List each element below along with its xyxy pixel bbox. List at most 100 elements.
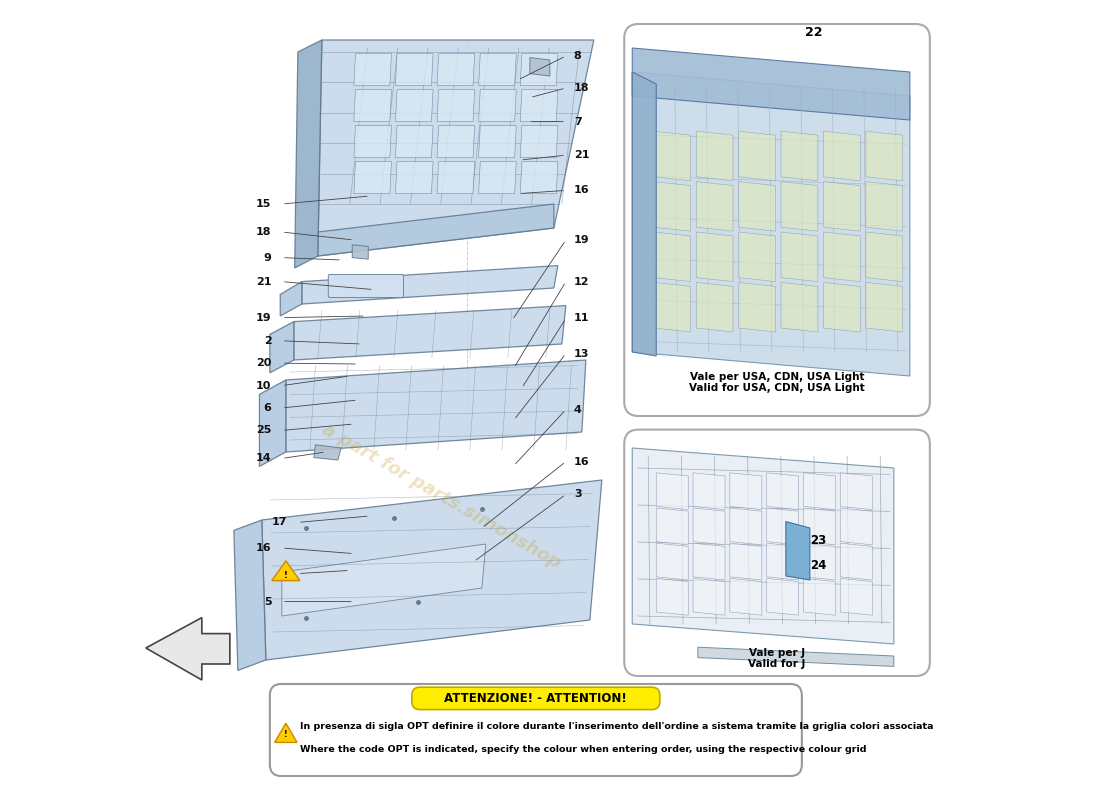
Polygon shape — [693, 473, 725, 510]
FancyBboxPatch shape — [625, 24, 930, 416]
Polygon shape — [520, 54, 558, 86]
Text: 21: 21 — [256, 277, 272, 286]
Text: 2: 2 — [264, 336, 272, 346]
Polygon shape — [396, 54, 433, 86]
Text: 8: 8 — [574, 51, 582, 61]
Polygon shape — [730, 508, 762, 545]
Polygon shape — [301, 266, 558, 304]
Polygon shape — [840, 473, 872, 510]
Polygon shape — [396, 90, 433, 122]
Polygon shape — [824, 282, 860, 332]
Polygon shape — [282, 544, 486, 616]
Text: 11: 11 — [574, 314, 590, 323]
Polygon shape — [767, 508, 799, 545]
Polygon shape — [146, 618, 230, 680]
Polygon shape — [280, 282, 301, 316]
Polygon shape — [657, 473, 689, 510]
Polygon shape — [824, 232, 860, 282]
Polygon shape — [286, 360, 586, 452]
Polygon shape — [696, 182, 733, 231]
Polygon shape — [354, 54, 392, 86]
Text: 20: 20 — [256, 358, 272, 368]
Polygon shape — [781, 182, 818, 231]
Polygon shape — [840, 508, 872, 545]
Text: 9: 9 — [264, 253, 272, 262]
Polygon shape — [693, 508, 725, 545]
Text: !: ! — [284, 730, 288, 739]
Text: 19: 19 — [574, 235, 590, 245]
Polygon shape — [657, 578, 689, 615]
Polygon shape — [260, 380, 286, 466]
Polygon shape — [294, 306, 565, 360]
Polygon shape — [730, 578, 762, 615]
Text: 21: 21 — [574, 150, 590, 160]
Text: 16: 16 — [256, 543, 272, 553]
Polygon shape — [270, 322, 294, 373]
Text: 5: 5 — [264, 597, 272, 606]
Polygon shape — [632, 72, 657, 356]
Polygon shape — [866, 182, 903, 231]
Polygon shape — [767, 543, 799, 580]
Polygon shape — [696, 131, 733, 181]
Polygon shape — [785, 522, 810, 580]
Text: ATTENZIONE! - ATTENTION!: ATTENZIONE! - ATTENTION! — [444, 692, 627, 705]
Text: 3: 3 — [574, 490, 582, 499]
Polygon shape — [354, 162, 392, 194]
Polygon shape — [632, 72, 910, 376]
Text: a part for parts.simonshop: a part for parts.simonshop — [319, 420, 564, 572]
Polygon shape — [803, 508, 836, 545]
Text: Where the code OPT is indicated, specify the colour when entering order, using t: Where the code OPT is indicated, specify… — [300, 745, 867, 754]
Polygon shape — [739, 182, 776, 231]
Text: 15: 15 — [256, 199, 272, 209]
FancyBboxPatch shape — [625, 430, 930, 676]
Text: !: ! — [284, 570, 288, 580]
Polygon shape — [697, 647, 894, 666]
Text: 12: 12 — [574, 277, 590, 286]
Polygon shape — [318, 40, 594, 256]
Text: Vale per J
Valid for J: Vale per J Valid for J — [748, 648, 805, 669]
Polygon shape — [781, 282, 818, 332]
Polygon shape — [437, 90, 475, 122]
Polygon shape — [396, 162, 433, 194]
Polygon shape — [739, 282, 776, 332]
Polygon shape — [520, 162, 558, 194]
Polygon shape — [840, 543, 872, 580]
Polygon shape — [866, 131, 903, 181]
Text: 16: 16 — [574, 186, 590, 195]
Text: 7: 7 — [574, 117, 582, 126]
Text: 16: 16 — [574, 457, 590, 466]
Text: 18: 18 — [574, 83, 590, 93]
Polygon shape — [318, 204, 554, 256]
Polygon shape — [767, 578, 799, 615]
Polygon shape — [354, 126, 392, 158]
Text: 10: 10 — [256, 381, 272, 390]
Polygon shape — [739, 232, 776, 282]
Polygon shape — [803, 543, 836, 580]
Polygon shape — [696, 282, 733, 332]
Text: 13: 13 — [574, 349, 590, 358]
Polygon shape — [653, 232, 691, 282]
Polygon shape — [295, 40, 322, 268]
Polygon shape — [653, 282, 691, 332]
FancyBboxPatch shape — [328, 274, 404, 298]
Polygon shape — [234, 520, 266, 670]
Polygon shape — [693, 543, 725, 580]
Polygon shape — [478, 54, 516, 86]
Polygon shape — [314, 445, 341, 460]
Text: 6: 6 — [264, 403, 272, 413]
Polygon shape — [352, 245, 368, 259]
Polygon shape — [866, 282, 903, 332]
Polygon shape — [781, 232, 818, 282]
Text: 23: 23 — [810, 534, 826, 546]
Text: 4: 4 — [574, 405, 582, 414]
Polygon shape — [530, 58, 550, 76]
Polygon shape — [866, 232, 903, 282]
Polygon shape — [520, 90, 558, 122]
Polygon shape — [767, 473, 799, 510]
FancyBboxPatch shape — [270, 684, 802, 776]
Text: 24: 24 — [810, 559, 826, 572]
Text: In presenza di sigla OPT definire il colore durante l'inserimento dell'ordine a : In presenza di sigla OPT definire il col… — [300, 722, 934, 731]
Polygon shape — [803, 473, 836, 510]
Text: Vale per USA, CDN, USA Light
Valid for USA, CDN, USA Light: Vale per USA, CDN, USA Light Valid for U… — [690, 371, 865, 393]
Polygon shape — [437, 126, 475, 158]
